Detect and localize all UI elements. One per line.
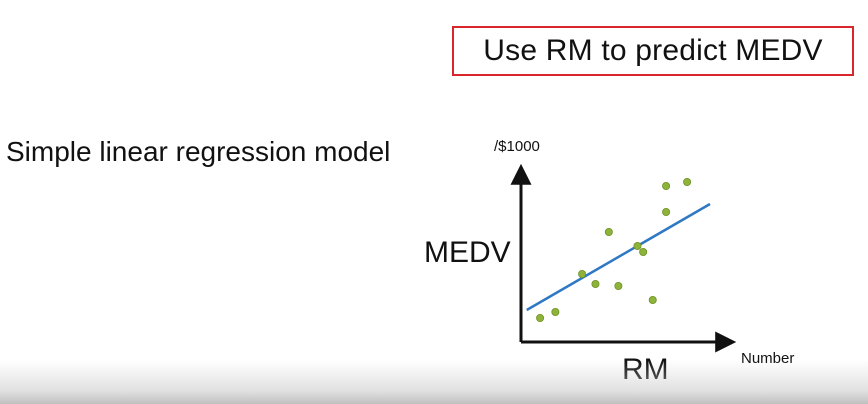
data-point — [578, 269, 587, 278]
data-point — [648, 295, 657, 304]
data-point — [614, 281, 623, 290]
data-point — [536, 313, 545, 322]
regression-line — [526, 202, 711, 312]
y-axis-unit: /$1000 — [494, 138, 540, 155]
video-bottom-fade — [0, 360, 868, 404]
data-point — [591, 279, 600, 288]
y-axis-label: MEDV — [424, 236, 511, 269]
data-point — [633, 241, 642, 250]
data-point — [662, 207, 671, 216]
data-point — [683, 177, 692, 186]
data-point — [639, 247, 648, 256]
data-point — [551, 307, 560, 316]
data-points — [536, 177, 692, 322]
slide-title: Use RM to predict MEDV — [452, 26, 854, 76]
data-point — [662, 181, 671, 190]
data-point — [604, 227, 613, 236]
slide-subtitle: Simple linear regression model — [6, 136, 391, 167]
